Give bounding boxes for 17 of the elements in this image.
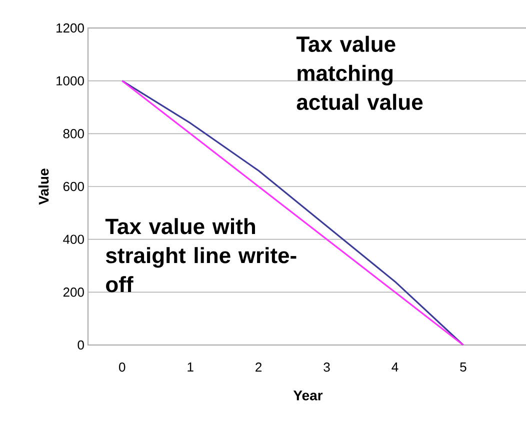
x-tick-label: 2 xyxy=(256,362,262,372)
annotation: Tax value matching actual value xyxy=(296,36,423,110)
y-tick-label: 600 xyxy=(63,182,84,192)
y-axis-title: Value xyxy=(38,168,49,205)
annotation: Tax value with straight line write-off xyxy=(105,218,296,292)
x-tick-label: 5 xyxy=(460,362,466,372)
y-tick-label: 1200 xyxy=(56,23,84,33)
x-tick-label: 0 xyxy=(119,362,126,372)
y-tick-label: 1000 xyxy=(56,76,84,86)
y-tick-label: 400 xyxy=(63,234,84,244)
y-tick-label: 0 xyxy=(78,340,84,350)
x-axis-title: Year xyxy=(293,390,323,400)
x-tick-label: 4 xyxy=(392,362,398,372)
x-tick-label: 1 xyxy=(188,362,194,372)
x-tick-label: 3 xyxy=(324,362,330,372)
y-tick-label: 200 xyxy=(63,288,84,297)
y-tick-label: 800 xyxy=(63,129,84,138)
